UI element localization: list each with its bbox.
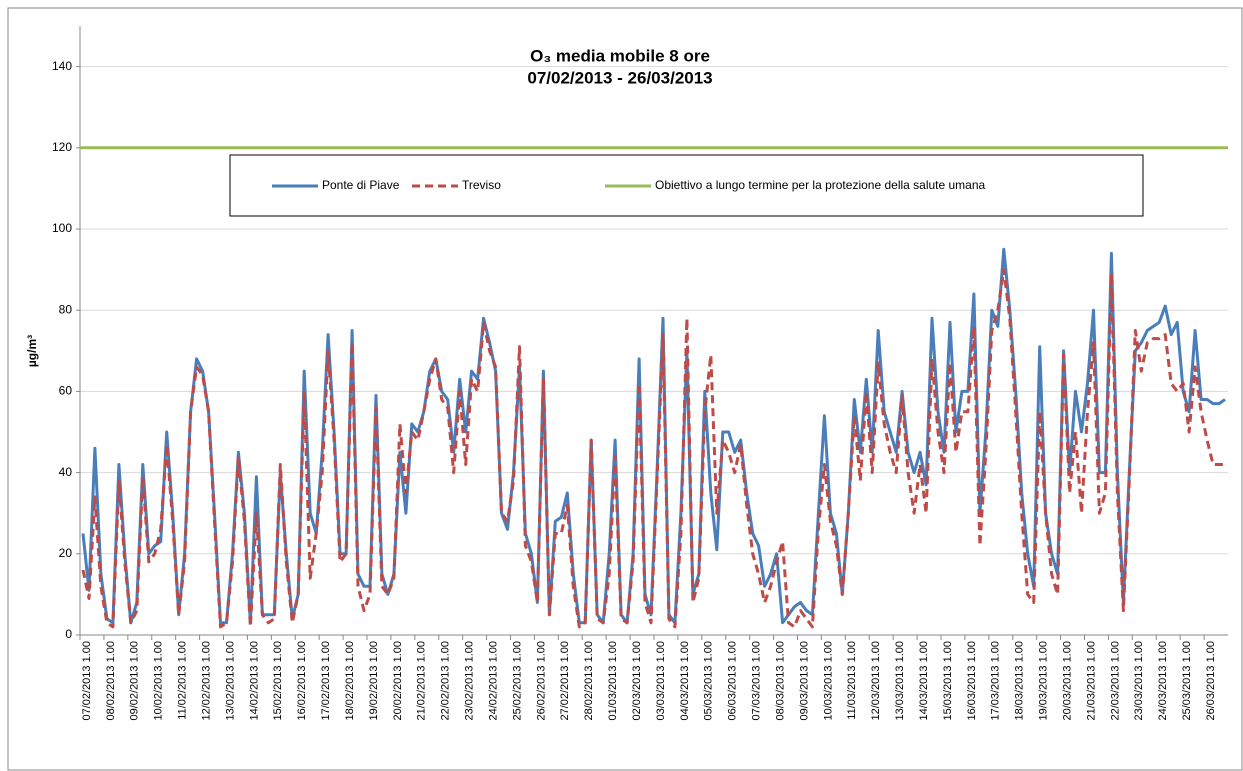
x-tick-label: 12/03/2013 1.00 [870,641,882,721]
y-tick-label: 80 [59,302,73,316]
y-tick-label: 40 [59,465,73,479]
x-tick-label: 17/02/2013 1.00 [320,641,332,721]
x-tick-label: 01/03/2013 1.00 [607,641,619,721]
y-tick-label: 60 [59,384,73,398]
x-tick-label: 03/03/2013 1.00 [655,641,667,721]
x-tick-label: 16/03/2013 1.00 [966,641,978,721]
x-tick-label: 17/03/2013 1.00 [990,641,1002,721]
y-tick-label: 140 [52,59,72,73]
x-tick-label: 21/02/2013 1.00 [416,641,428,721]
chart-frame [7,7,1243,771]
x-tick-label: 25/02/2013 1.00 [511,641,523,721]
x-tick-label: 11/03/2013 1.00 [846,641,858,720]
y-tick-label: 20 [59,546,73,560]
x-tick-label: 10/02/2013 1.00 [153,641,165,721]
x-tick-label: 06/03/2013 1.00 [727,641,739,721]
x-tick-label: 07/02/2013 1.00 [81,641,93,721]
x-tick-label: 10/03/2013 1.00 [822,641,834,721]
x-tick-label: 08/03/2013 1.00 [774,641,786,721]
x-tick-label: 07/03/2013 1.00 [751,641,763,721]
x-tick-label: 13/02/2013 1.00 [224,641,236,721]
legend-label: Obiettivo a lungo termine per la protezi… [655,178,986,192]
x-tick-label: 13/03/2013 1.00 [894,641,906,721]
x-tick-label: 23/02/2013 1.00 [464,641,476,721]
x-tick-label: 22/02/2013 1.00 [440,641,452,721]
x-tick-label: 11/02/2013 1.00 [177,641,189,720]
x-tick-label: 21/03/2013 1.00 [1085,641,1097,721]
x-tick-label: 24/02/2013 1.00 [487,641,499,721]
y-tick-label: 100 [52,221,72,235]
x-tick-label: 19/02/2013 1.00 [368,641,380,721]
x-tick-label: 15/03/2013 1.00 [942,641,954,721]
x-tick-label: 26/03/2013 1.00 [1205,641,1217,721]
legend-box [229,154,1144,217]
x-tick-label: 24/03/2013 1.00 [1157,641,1169,721]
x-tick-label: 12/02/2013 1.00 [200,641,212,721]
x-tick-label: 05/03/2013 1.00 [703,641,715,721]
x-tick-label: 09/03/2013 1.00 [798,641,810,721]
x-tick-label: 02/03/2013 1.00 [631,641,643,721]
x-tick-label: 09/02/2013 1.00 [129,641,141,721]
x-tick-label: 28/02/2013 1.00 [583,641,595,721]
x-tick-label: 16/02/2013 1.00 [296,641,308,721]
chart-subtitle: 07/02/2013 - 26/03/2013 [527,68,712,87]
x-tick-label: 20/03/2013 1.00 [1061,641,1073,721]
x-tick-label: 26/02/2013 1.00 [535,641,547,721]
legend-label: Treviso [462,178,501,192]
x-tick-label: 18/03/2013 1.00 [1014,641,1026,721]
x-tick-label: 08/02/2013 1.00 [105,641,117,721]
x-tick-label: 23/03/2013 1.00 [1133,641,1145,721]
x-tick-label: 22/03/2013 1.00 [1109,641,1121,721]
series-line [81,268,1225,629]
y-tick-label: 120 [52,140,72,154]
x-tick-label: 14/02/2013 1.00 [248,641,260,721]
legend-label: Ponte di Piave [322,178,400,192]
y-tick-label: 0 [65,627,72,641]
chart-title: O₃ media mobile 8 ore [530,46,710,65]
y-axis-label: µg/m³ [25,335,39,367]
x-tick-label: 15/02/2013 1.00 [272,641,284,721]
x-tick-label: 18/02/2013 1.00 [344,641,356,721]
x-tick-label: 27/02/2013 1.00 [559,641,571,721]
x-tick-label: 25/03/2013 1.00 [1181,641,1193,721]
x-tick-label: 04/03/2013 1.00 [679,641,691,721]
x-tick-label: 14/03/2013 1.00 [918,641,930,721]
x-tick-label: 19/03/2013 1.00 [1038,641,1050,721]
x-tick-label: 20/02/2013 1.00 [392,641,404,721]
